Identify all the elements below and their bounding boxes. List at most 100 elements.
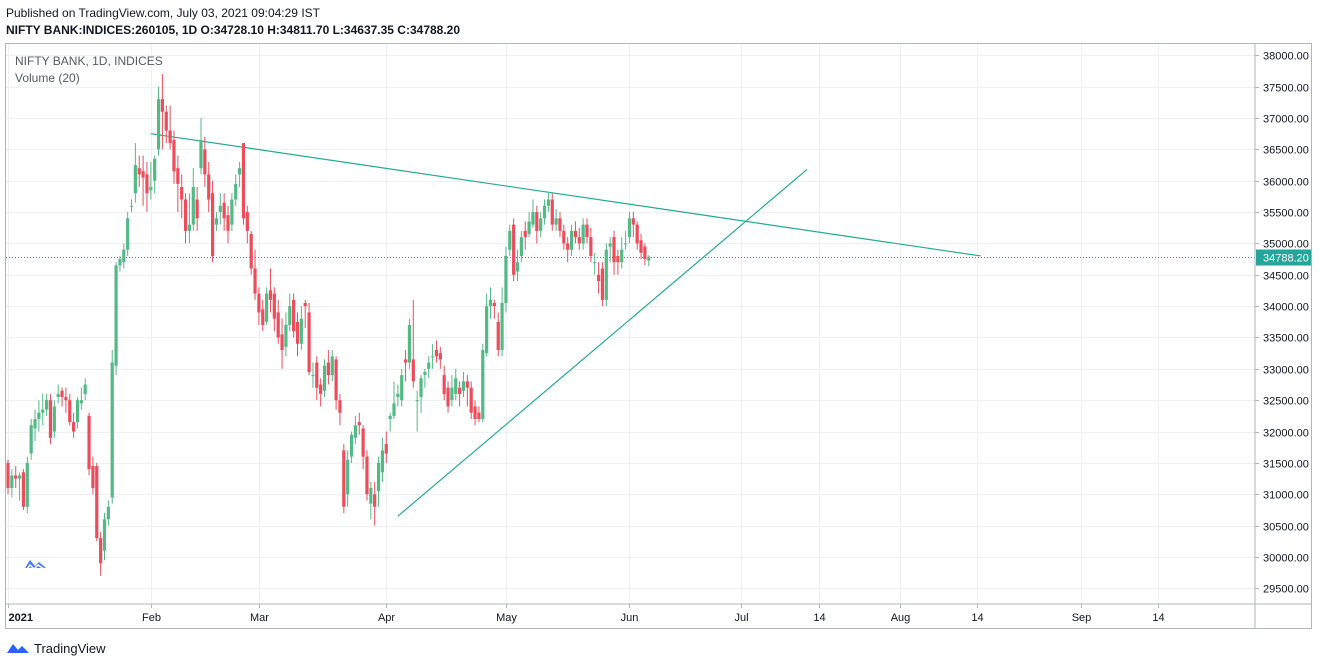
candle-body <box>396 393 400 398</box>
candle <box>319 378 323 407</box>
candle <box>431 343 435 369</box>
candle-body <box>542 205 547 219</box>
candle-body <box>569 230 574 250</box>
candle-body <box>403 359 408 363</box>
candle-body <box>284 324 288 347</box>
candle-body <box>17 475 22 479</box>
candle <box>608 237 612 263</box>
candle-body <box>102 519 107 551</box>
candle <box>199 117 203 175</box>
candle <box>523 221 527 250</box>
candle <box>596 262 601 294</box>
candle-body <box>180 186 184 200</box>
candle <box>137 155 141 187</box>
candle <box>423 368 427 388</box>
volume-legend[interactable]: Volume (20) <box>15 71 80 85</box>
candle <box>284 312 288 357</box>
candle-body <box>326 362 330 376</box>
candle-body <box>573 230 578 238</box>
candle-body <box>75 400 80 423</box>
candle-body <box>153 158 157 181</box>
candle-body <box>172 139 176 172</box>
candle <box>60 387 64 407</box>
candle <box>64 387 68 413</box>
price-tick-label: 34000.00 <box>1263 302 1309 314</box>
candle <box>488 287 493 319</box>
candle-body <box>427 362 431 369</box>
candle-body <box>272 293 276 319</box>
candle <box>257 287 261 325</box>
candle-body <box>508 230 512 250</box>
time-tick-label: Apr <box>378 612 395 624</box>
candle-body <box>392 403 396 416</box>
candle <box>508 224 512 256</box>
candle-body <box>434 350 439 357</box>
candle <box>419 375 423 413</box>
candle <box>373 481 377 526</box>
footer: TradingView <box>6 639 106 657</box>
price-tick-label: 37000.00 <box>1263 114 1309 126</box>
candle-body <box>600 268 605 300</box>
candle <box>450 375 454 407</box>
candle-body <box>56 393 60 398</box>
candle <box>261 299 265 332</box>
candle-body <box>268 290 273 300</box>
candle-body <box>322 365 327 391</box>
candle-body <box>365 456 369 495</box>
candle <box>29 419 33 460</box>
candle-body <box>330 356 334 376</box>
candle-body <box>423 371 427 376</box>
candle-body <box>596 274 601 282</box>
candle-body <box>79 400 83 404</box>
candle <box>388 412 392 432</box>
candle-body <box>612 237 616 263</box>
symbol-legend[interactable]: NIFTY BANK, 1D, INDICES <box>15 54 163 68</box>
price-tick-label: 35500.00 <box>1263 208 1309 220</box>
candle-body <box>241 143 246 219</box>
candle <box>361 425 365 470</box>
candle-body <box>407 324 412 363</box>
candle <box>473 400 477 426</box>
candle <box>465 375 469 407</box>
candle <box>485 293 489 357</box>
candle-body <box>647 256 651 261</box>
candle <box>214 212 219 231</box>
time-tick-label: 2021 <box>9 612 33 624</box>
price-tick-label: 29500.00 <box>1263 584 1309 596</box>
candle-body <box>461 381 466 391</box>
price-tick-label: 31500.00 <box>1263 459 1309 471</box>
candle-body <box>415 400 419 402</box>
candle <box>569 224 574 256</box>
candle <box>535 205 539 244</box>
last-price-label: 34788.20 <box>1263 253 1309 265</box>
candle-body <box>550 199 554 225</box>
candle-body <box>531 212 535 225</box>
candle-body <box>64 397 68 401</box>
candle <box>187 193 192 244</box>
candle <box>500 287 504 357</box>
candle-body <box>91 466 95 488</box>
candle-body <box>380 450 385 473</box>
candle-body <box>261 309 265 325</box>
candle <box>624 230 628 250</box>
candle-body <box>442 375 446 394</box>
last-price-badge <box>1256 249 1311 266</box>
candle <box>542 199 547 225</box>
candle <box>326 350 330 385</box>
candle-body <box>95 466 99 539</box>
candle <box>616 249 620 275</box>
price-tick-label: 36000.00 <box>1263 177 1309 189</box>
candle-body <box>145 174 149 194</box>
candle-body <box>342 450 346 507</box>
candle <box>292 293 296 338</box>
candle-body <box>191 186 195 225</box>
chart-frame[interactable] <box>5 43 1312 629</box>
candle-body <box>523 230 527 238</box>
candle-body <box>245 212 249 231</box>
candle <box>322 359 327 398</box>
candle-body <box>33 419 37 429</box>
candle <box>581 218 585 250</box>
candle <box>311 362 315 388</box>
candle-body <box>210 193 215 256</box>
